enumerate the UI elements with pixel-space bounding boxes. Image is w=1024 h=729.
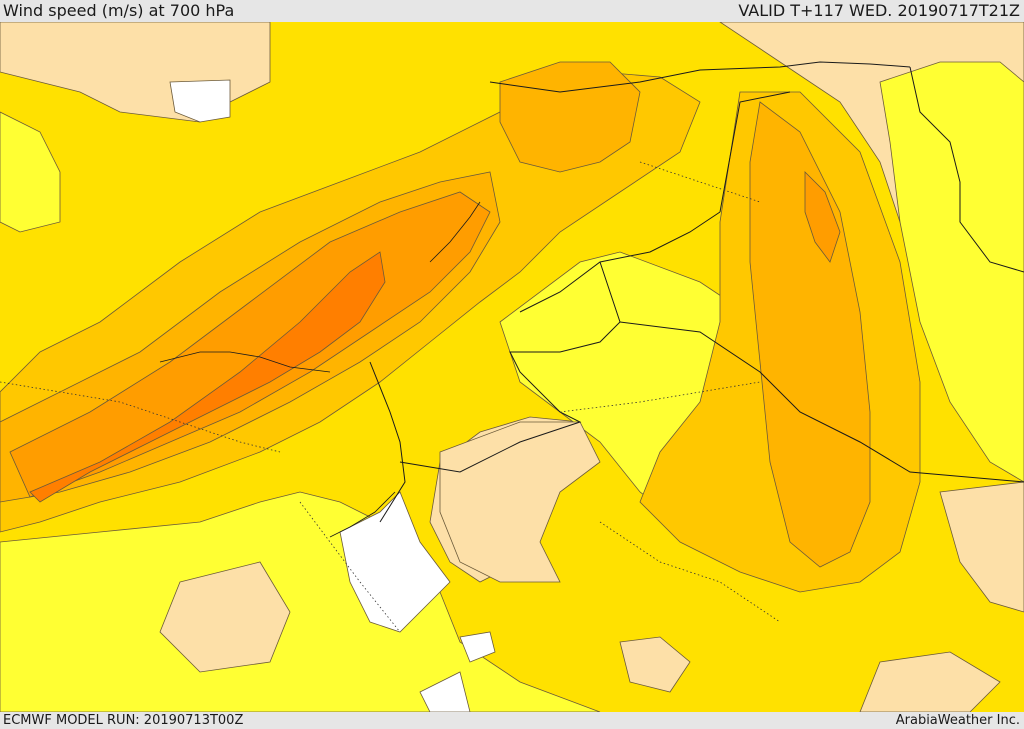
admin-line-1 [0,381,281,453]
border-line-6 [719,91,791,213]
map-title: Wind speed (m/s) at 700 hPa [3,1,235,20]
field-calm-1 [169,79,231,123]
field-max-core [29,251,386,503]
coast-line-1 [159,351,331,373]
field-low-east [879,61,1024,483]
model-run: ECMWF MODEL RUN: 20190713T00Z [3,713,244,728]
border-line-2 [519,211,721,313]
admin-line-5 [599,521,781,623]
footer-bar: ECMWF MODEL RUN: 20190713T00Z ArabiaWeat… [0,712,1024,729]
credit-label: ArabiaWeather Inc. [895,713,1020,728]
field-light-southeast [859,651,1001,712]
field-higher-east [749,101,871,568]
field-calm-3 [459,631,496,663]
field-higher-nw [499,61,641,173]
field-light-south-1 [159,561,291,673]
valid-time: VALID T+117 WED. 20190717T21Z [738,1,1020,20]
wind-map-canvas [0,22,1024,712]
coast-line-3 [329,491,396,538]
border-line-5 [369,361,406,523]
field-calm-2 [339,491,451,633]
border-line-3 [399,261,621,473]
field-low-west [0,111,61,233]
admin-line-2 [559,381,761,413]
border-line-1 [489,61,911,93]
admin-line-4 [639,161,761,203]
border-line-4 [619,321,1024,483]
field-light-east [939,481,1024,613]
admin-line-3 [299,501,401,633]
coast-line-2 [429,201,481,263]
field-max-small [804,171,841,263]
field-calm-4 [419,671,471,712]
border-line-7 [909,66,1024,273]
wind-map[interactable] [0,22,1024,712]
field-light-center-south [619,636,691,693]
header-bar: Wind speed (m/s) at 700 hPa VALID T+117 … [0,0,1024,22]
